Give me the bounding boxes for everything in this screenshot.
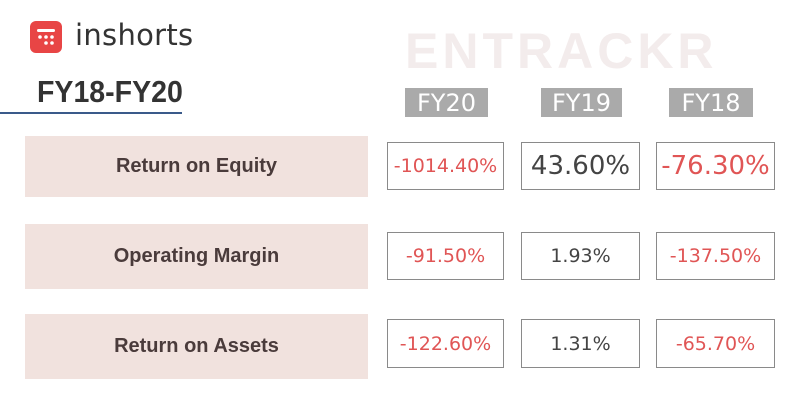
cell: 1.31% <box>521 319 640 368</box>
cell: -137.50% <box>656 232 775 280</box>
cell: -76.30% <box>656 142 775 190</box>
column-header: FY18 <box>669 88 753 117</box>
cell: 1.93% <box>521 232 640 280</box>
title: FY18-FY20 <box>37 74 183 109</box>
cell: 43.60% <box>521 142 640 190</box>
row-label: Return on Equity <box>25 136 368 197</box>
cell: -65.70% <box>656 319 775 368</box>
watermark: ENTRACKR <box>405 23 718 79</box>
column-header: FY20 <box>405 88 488 117</box>
column-header: FY19 <box>541 88 622 117</box>
cell: -91.50% <box>387 232 504 280</box>
row-label: Return on Assets <box>25 314 368 379</box>
row-label: Operating Margin <box>25 224 368 289</box>
brand: inshorts <box>75 18 194 52</box>
title-underline <box>0 112 182 114</box>
logo-icon <box>30 21 62 53</box>
cell: -122.60% <box>387 319 504 368</box>
cell: -1014.40% <box>387 142 504 190</box>
